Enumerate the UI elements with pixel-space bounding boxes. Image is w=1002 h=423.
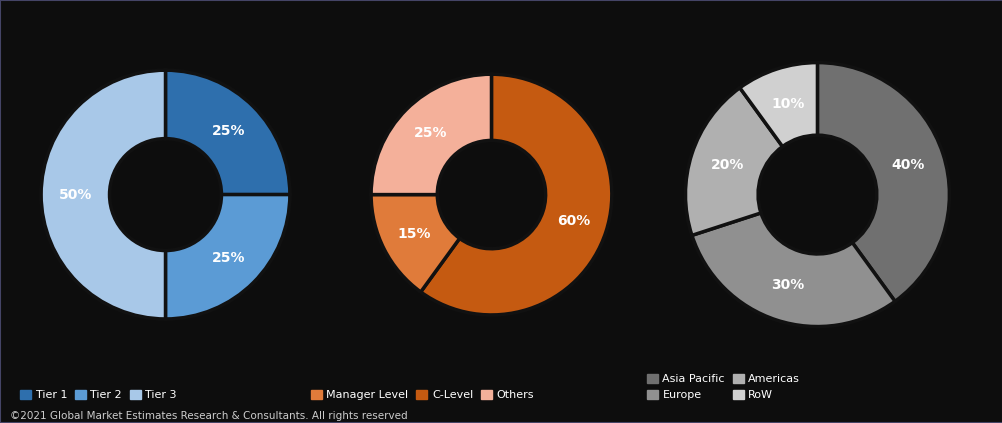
Text: 50%: 50% bbox=[59, 187, 92, 202]
Text: 30%: 30% bbox=[771, 278, 804, 292]
Legend: Asia Pacific, Europe, Americas, RoW: Asia Pacific, Europe, Americas, RoW bbox=[642, 369, 804, 405]
Wedge shape bbox=[41, 70, 165, 319]
Wedge shape bbox=[817, 63, 949, 301]
Wedge shape bbox=[165, 195, 290, 319]
Wedge shape bbox=[371, 74, 491, 195]
Legend: Tier 1, Tier 2, Tier 3: Tier 1, Tier 2, Tier 3 bbox=[16, 385, 181, 405]
Text: 25%: 25% bbox=[413, 126, 447, 140]
Wedge shape bbox=[684, 88, 782, 235]
Text: 15%: 15% bbox=[397, 227, 431, 241]
Wedge shape bbox=[165, 70, 290, 195]
Text: 25%: 25% bbox=[211, 124, 245, 138]
Wedge shape bbox=[739, 63, 817, 146]
Wedge shape bbox=[420, 74, 611, 315]
Text: 40%: 40% bbox=[890, 158, 924, 172]
Wedge shape bbox=[691, 213, 894, 327]
Text: 25%: 25% bbox=[211, 251, 245, 265]
Wedge shape bbox=[371, 195, 459, 292]
Legend: Manager Level, C-Level, Others: Manager Level, C-Level, Others bbox=[307, 385, 538, 405]
Text: 60%: 60% bbox=[557, 214, 590, 228]
Text: ©2021 Global Market Estimates Research & Consultants. All rights reserved: ©2021 Global Market Estimates Research &… bbox=[10, 411, 407, 421]
Text: 20%: 20% bbox=[709, 158, 743, 172]
Text: 10%: 10% bbox=[771, 97, 804, 111]
